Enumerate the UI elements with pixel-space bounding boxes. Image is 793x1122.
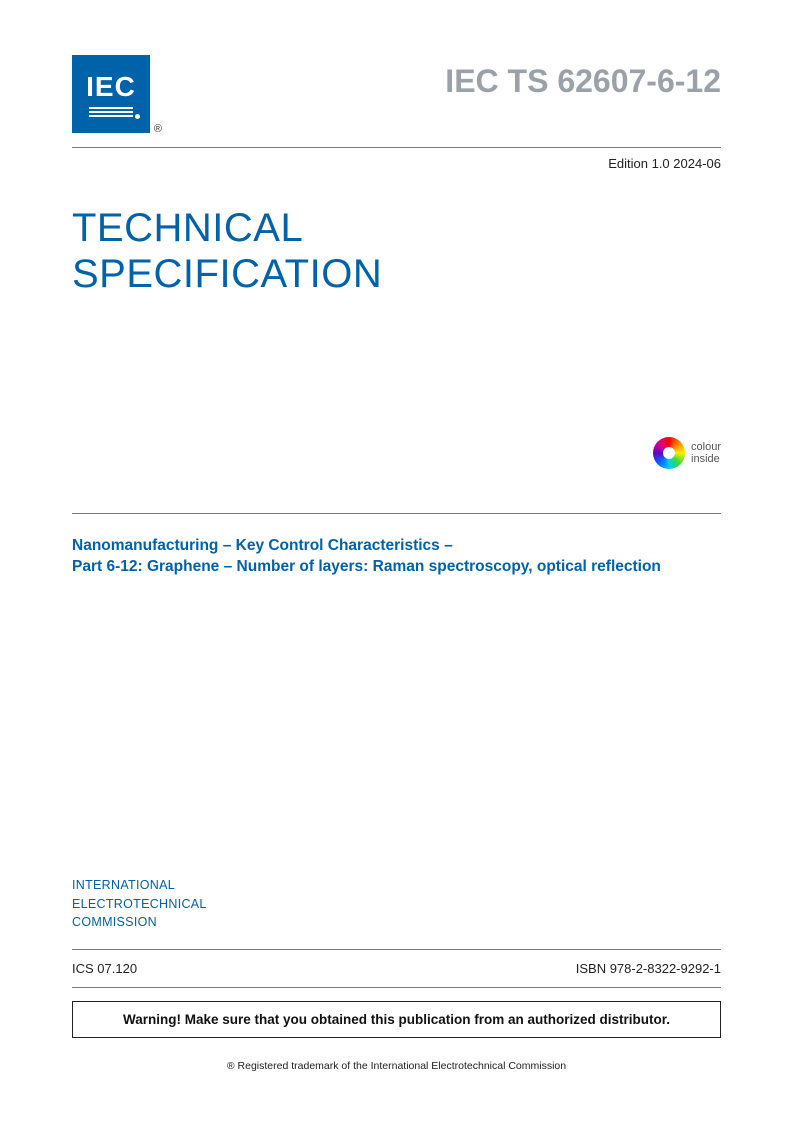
colour-label: colour inside bbox=[691, 441, 721, 465]
logo-wrapper: IEC ® bbox=[72, 55, 150, 133]
logo-text: IEC bbox=[86, 71, 136, 103]
org-line3: COMMISSION bbox=[72, 913, 207, 932]
org-line1: INTERNATIONAL bbox=[72, 876, 207, 895]
rule-lower1 bbox=[72, 949, 721, 950]
rule-lower2 bbox=[72, 987, 721, 988]
trademark-notice: ® Registered trademark of the Internatio… bbox=[72, 1060, 721, 1072]
registered-mark: ® bbox=[154, 123, 162, 135]
logo-bars-icon bbox=[89, 107, 133, 117]
rule-mid bbox=[72, 513, 721, 514]
warning-box: Warning! Make sure that you obtained thi… bbox=[72, 1001, 721, 1038]
edition-line: Edition 1.0 2024-06 bbox=[72, 156, 721, 171]
colour-wheel-icon bbox=[653, 437, 685, 469]
organization-block: INTERNATIONAL ELECTROTECHNICAL COMMISSIO… bbox=[72, 876, 207, 932]
org-line2: ELECTROTECHNICAL bbox=[72, 895, 207, 914]
document-number: IEC TS 62607-6-12 bbox=[445, 63, 721, 100]
title-line2: Part 6-12: Graphene – Number of layers: … bbox=[72, 557, 721, 578]
title-block: Nanomanufacturing – Key Control Characte… bbox=[72, 536, 721, 578]
title-line1: Nanomanufacturing – Key Control Characte… bbox=[72, 536, 721, 557]
header-row: IEC ® IEC TS 62607-6-12 bbox=[72, 55, 721, 133]
logo-dot-icon bbox=[135, 114, 140, 119]
colour-inside-badge: colour inside bbox=[72, 437, 721, 469]
iec-logo: IEC bbox=[72, 55, 150, 133]
document-type-heading: TECHNICAL SPECIFICATION bbox=[72, 205, 721, 297]
colour-label-line2: inside bbox=[691, 453, 721, 465]
ics-code: ICS 07.120 bbox=[72, 961, 137, 976]
rule-top bbox=[72, 147, 721, 148]
ics-isbn-row: ICS 07.120 ISBN 978-2-8322-9292-1 bbox=[72, 961, 721, 976]
page-container: IEC ® IEC TS 62607-6-12 Edition 1.0 2024… bbox=[0, 0, 793, 1122]
document-type-line2: SPECIFICATION bbox=[72, 251, 721, 297]
isbn-code: ISBN 978-2-8322-9292-1 bbox=[576, 961, 721, 976]
document-type-line1: TECHNICAL bbox=[72, 205, 721, 251]
colour-label-line1: colour bbox=[691, 441, 721, 453]
